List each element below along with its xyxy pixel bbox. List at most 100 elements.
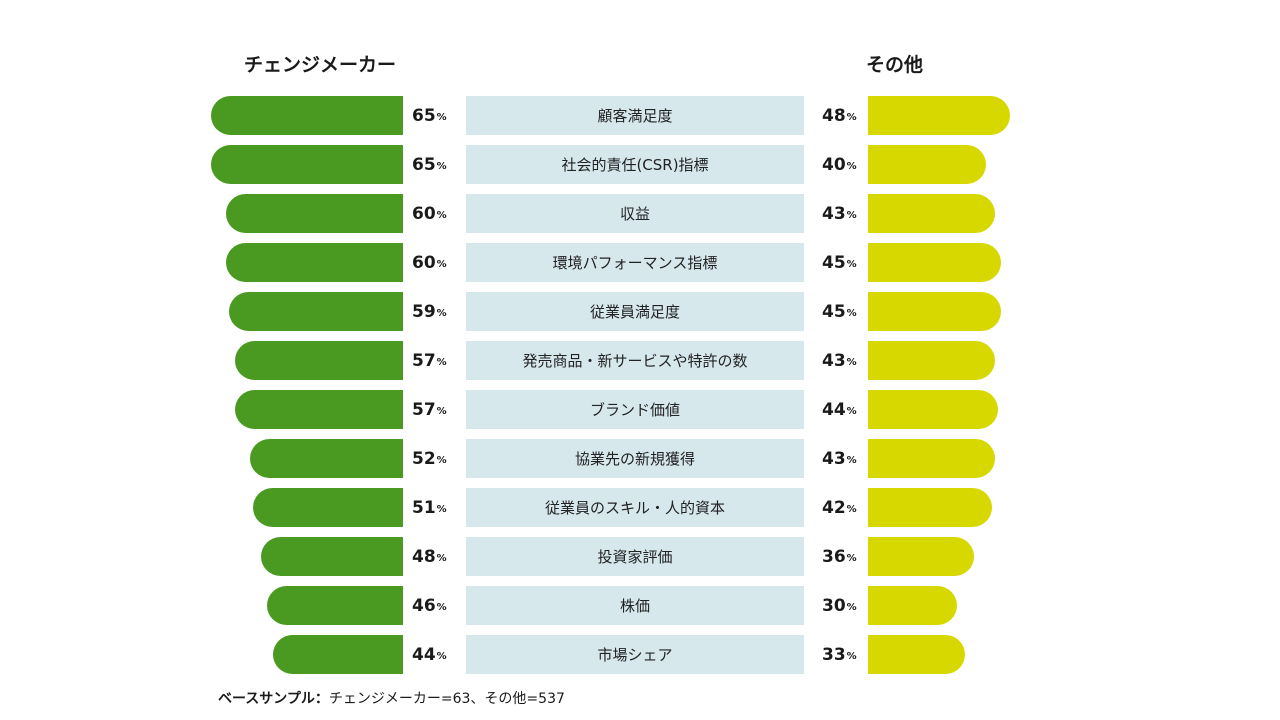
bar-changemaker (252, 488, 403, 527)
value-label-changemaker-unit: % (436, 210, 447, 221)
bar-changemaker (249, 439, 403, 478)
bar-changemaker (211, 145, 403, 184)
category-label: 収益 (466, 194, 804, 233)
value-label-others-number: 48 (822, 105, 846, 126)
bar-others (868, 586, 957, 625)
value-label-changemaker-number: 51 (412, 497, 436, 518)
value-label-changemaker: 51% (412, 488, 447, 527)
category-label: 株価 (466, 586, 804, 625)
value-label-changemaker-unit: % (436, 553, 447, 564)
value-label-others: 45% (822, 292, 857, 331)
bar-others (868, 341, 995, 380)
bar-changemaker (228, 292, 403, 331)
value-label-others-unit: % (846, 161, 857, 172)
value-label-others-number: 42 (822, 497, 846, 518)
value-label-others-number: 30 (822, 595, 846, 616)
bar-changemaker (267, 586, 403, 625)
value-label-changemaker-unit: % (436, 259, 447, 270)
value-label-others: 42% (822, 488, 857, 527)
value-label-others-number: 40 (822, 154, 846, 175)
value-label-changemaker-number: 60 (412, 252, 436, 273)
category-label: 市場シェア (466, 635, 804, 674)
value-label-others: 33% (822, 635, 857, 674)
value-label-changemaker-unit: % (436, 308, 447, 319)
value-label-others-unit: % (846, 406, 857, 417)
value-label-others: 43% (822, 194, 857, 233)
value-label-others-number: 45 (822, 252, 846, 273)
value-label-changemaker-unit: % (436, 112, 447, 123)
value-label-others-number: 44 (822, 399, 846, 420)
value-label-others-unit: % (846, 455, 857, 466)
value-label-others-unit: % (846, 602, 857, 613)
category-label: 環境パフォーマンス指標 (466, 243, 804, 282)
value-label-changemaker: 65% (412, 96, 447, 135)
bar-others (868, 537, 975, 576)
bar-others (868, 96, 1010, 135)
legend-others: その他 (866, 54, 924, 76)
category-label: 社会的責任(CSR)指標 (466, 145, 804, 184)
value-label-others-number: 36 (822, 546, 846, 567)
value-label-changemaker: 44% (412, 635, 447, 674)
value-label-changemaker: 48% (412, 537, 447, 576)
category-label: 発売商品・新サービスや特許の数 (466, 341, 804, 380)
value-label-changemaker: 57% (412, 341, 447, 380)
bar-changemaker (226, 194, 403, 233)
value-label-others: 36% (822, 537, 857, 576)
value-label-changemaker-unit: % (436, 357, 447, 368)
value-label-others-number: 43 (822, 350, 846, 371)
value-label-others-unit: % (846, 210, 857, 221)
value-label-others: 48% (822, 96, 857, 135)
value-label-changemaker: 46% (412, 586, 447, 625)
bar-others (868, 145, 986, 184)
value-label-others-unit: % (846, 651, 857, 662)
category-label: 投資家評価 (466, 537, 804, 576)
category-label: 従業員のスキル・人的資本 (466, 488, 804, 527)
bar-others (868, 194, 995, 233)
bar-others (868, 292, 1001, 331)
value-label-others: 45% (822, 243, 857, 282)
value-label-others-number: 43 (822, 203, 846, 224)
value-label-changemaker-number: 65 (412, 154, 436, 175)
footnote: ベースサンプル：チェンジメーカー=63、その他=537 (218, 688, 565, 708)
bar-others (868, 488, 992, 527)
value-label-changemaker-number: 48 (412, 546, 436, 567)
bar-changemaker (211, 96, 403, 135)
value-label-changemaker: 60% (412, 243, 447, 282)
value-label-changemaker: 57% (412, 390, 447, 429)
value-label-changemaker-unit: % (436, 406, 447, 417)
value-label-others-number: 43 (822, 448, 846, 469)
value-label-others-unit: % (846, 112, 857, 123)
value-label-others: 40% (822, 145, 857, 184)
value-label-others-number: 33 (822, 644, 846, 665)
value-label-changemaker: 60% (412, 194, 447, 233)
value-label-others-unit: % (846, 357, 857, 368)
value-label-others: 43% (822, 341, 857, 380)
value-label-others-number: 45 (822, 301, 846, 322)
value-label-others-unit: % (846, 308, 857, 319)
value-label-changemaker: 59% (412, 292, 447, 331)
value-label-others-unit: % (846, 553, 857, 564)
category-label: 協業先の新規獲得 (466, 439, 804, 478)
value-label-others-unit: % (846, 504, 857, 515)
value-label-changemaker-number: 65 (412, 105, 436, 126)
value-label-changemaker-number: 44 (412, 644, 436, 665)
category-label: 従業員満足度 (466, 292, 804, 331)
value-label-changemaker: 52% (412, 439, 447, 478)
footnote-label: ベースサンプル： (218, 691, 329, 707)
value-label-changemaker-number: 57 (412, 350, 436, 371)
legend-changemaker: チェンジメーカー (244, 54, 397, 76)
bar-changemaker (234, 390, 403, 429)
value-label-changemaker-unit: % (436, 161, 447, 172)
value-label-changemaker-unit: % (436, 651, 447, 662)
value-label-others: 43% (822, 439, 857, 478)
value-label-changemaker-number: 57 (412, 399, 436, 420)
value-label-changemaker-number: 46 (412, 595, 436, 616)
value-label-changemaker-number: 52 (412, 448, 436, 469)
bar-changemaker (234, 341, 403, 380)
value-label-changemaker: 65% (412, 145, 447, 184)
category-label: ブランド価値 (466, 390, 804, 429)
footnote-text: チェンジメーカー=63、その他=537 (328, 691, 565, 707)
bar-others (868, 635, 966, 674)
bar-changemaker (273, 635, 403, 674)
